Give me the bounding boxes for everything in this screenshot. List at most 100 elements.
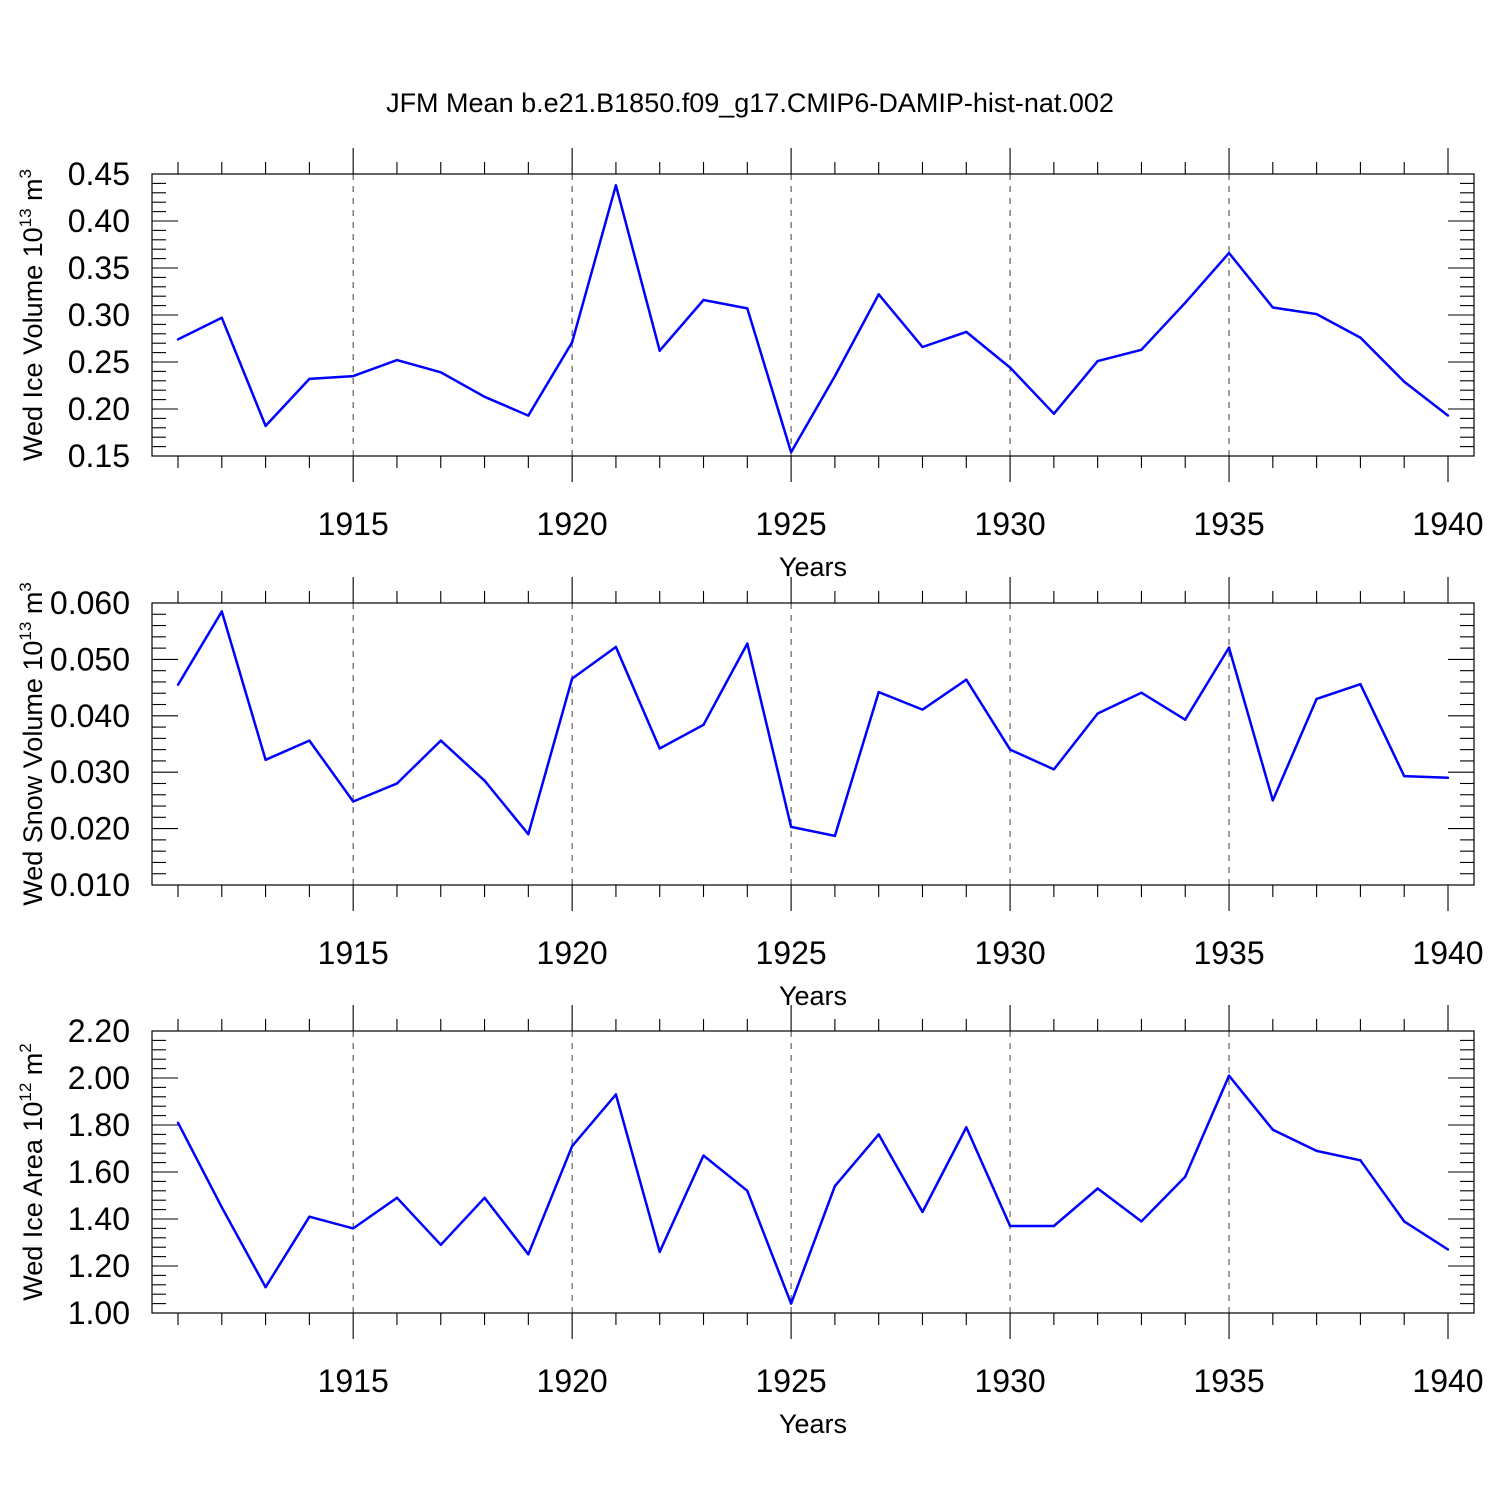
data-point bbox=[921, 708, 924, 711]
data-point bbox=[1271, 1128, 1275, 1131]
data-point bbox=[746, 1189, 749, 1193]
y-tick-label: 2.20 bbox=[68, 1013, 130, 1049]
data-point bbox=[308, 1215, 311, 1218]
data-point bbox=[1140, 691, 1143, 694]
data-point bbox=[264, 758, 267, 761]
data-point bbox=[614, 184, 618, 187]
data-point bbox=[1008, 366, 1012, 369]
y-tick-label: 0.040 bbox=[50, 698, 130, 734]
x-tick-label: 1930 bbox=[974, 506, 1045, 542]
data-point bbox=[1096, 712, 1099, 715]
series-line bbox=[176, 1074, 1449, 1305]
data-point bbox=[176, 683, 180, 686]
y-tick-label: 0.45 bbox=[68, 156, 130, 192]
data-point bbox=[702, 298, 705, 302]
y-tick-label: 0.30 bbox=[68, 297, 130, 333]
x-axis-label: Years bbox=[779, 981, 847, 1011]
data-point bbox=[527, 414, 530, 417]
data-point bbox=[1096, 1187, 1099, 1190]
data-point bbox=[658, 747, 661, 750]
data-point bbox=[1315, 697, 1318, 701]
data-point bbox=[965, 330, 968, 334]
chart-title: JFM Mean b.e21.B1850.f09_g17.CMIP6-DAMIP… bbox=[386, 88, 1114, 118]
y-tick-label: 0.030 bbox=[50, 754, 130, 790]
panels: 1915 1920 1925 1930 1935 1940 Years 0.15 0.20 0.2… bbox=[16, 148, 1484, 1439]
data-point bbox=[1315, 1149, 1318, 1153]
y-tick-label: 0.15 bbox=[68, 438, 130, 474]
data-point bbox=[264, 1285, 267, 1289]
data-point bbox=[1359, 683, 1362, 686]
data-point bbox=[1403, 380, 1406, 383]
y-tick-label: 1.60 bbox=[68, 1154, 130, 1190]
data-point bbox=[614, 1093, 618, 1096]
y-tick-label: 2.00 bbox=[68, 1060, 130, 1096]
y-axis-label-exponent: 13 bbox=[16, 622, 35, 641]
data-point bbox=[308, 377, 311, 381]
data-point bbox=[1008, 748, 1012, 751]
data-point bbox=[877, 690, 880, 694]
y-tick-label: 0.40 bbox=[68, 203, 130, 239]
y-axis-label-main: Wed Ice Volume 10 bbox=[18, 227, 48, 461]
plot-frame bbox=[151, 1030, 1475, 1314]
data-point bbox=[1140, 1220, 1143, 1223]
data-point bbox=[176, 1121, 180, 1124]
data-point bbox=[789, 451, 793, 454]
x-tick-label: 1935 bbox=[1193, 506, 1264, 542]
x-tick-label: 1920 bbox=[537, 935, 608, 971]
data-point bbox=[439, 371, 442, 374]
data-point bbox=[351, 1227, 355, 1230]
y-axis-label-unit: m bbox=[18, 1053, 48, 1083]
data-point bbox=[1271, 799, 1275, 802]
data-point bbox=[351, 374, 355, 378]
data-point bbox=[439, 1243, 442, 1247]
data-point bbox=[176, 338, 180, 341]
x-tick-label: 1925 bbox=[756, 506, 827, 542]
y-tick-label: 1.80 bbox=[68, 1107, 130, 1143]
data-point bbox=[658, 349, 661, 352]
data-point bbox=[1052, 412, 1056, 415]
y-tick-label: 1.00 bbox=[68, 1295, 130, 1331]
x-tick-label: 1915 bbox=[318, 935, 389, 971]
y-axis-label-exponent: 12 bbox=[16, 1083, 35, 1102]
panel-2: 1915 1920 1925 1930 1935 1940 Years 0.010 0.020 0… bbox=[16, 577, 1484, 1011]
data-point bbox=[1403, 1220, 1406, 1223]
data-point bbox=[1271, 306, 1275, 309]
x-tick-label: 1940 bbox=[1412, 506, 1483, 542]
data-point bbox=[527, 1253, 530, 1256]
data-point bbox=[1359, 336, 1362, 339]
x-tick-label: 1935 bbox=[1193, 1363, 1264, 1399]
data-point bbox=[483, 395, 486, 398]
data-point bbox=[220, 610, 223, 613]
x-tick-label: 1925 bbox=[756, 1363, 827, 1399]
x-tick-label: 1920 bbox=[537, 506, 608, 542]
data-point bbox=[395, 1196, 399, 1200]
data-point bbox=[483, 779, 486, 782]
data-point bbox=[746, 307, 749, 310]
y-axis-label-unit-exponent: 2 bbox=[16, 1043, 35, 1052]
x-tick-label: 1930 bbox=[974, 1363, 1045, 1399]
data-point bbox=[570, 677, 574, 680]
data-point bbox=[1052, 1224, 1056, 1228]
data-point bbox=[1446, 776, 1450, 780]
data-point bbox=[220, 316, 223, 320]
y-tick-label: 0.020 bbox=[50, 811, 130, 847]
x-tick-label: 1935 bbox=[1193, 935, 1264, 971]
data-point bbox=[1140, 348, 1143, 351]
data-point bbox=[1227, 251, 1231, 255]
data-point bbox=[439, 739, 442, 742]
y-tick-label: 0.35 bbox=[68, 250, 130, 286]
data-point bbox=[1403, 774, 1406, 778]
series-line bbox=[177, 184, 1449, 454]
y-axis-label-unit: m bbox=[18, 592, 48, 622]
y-tick-label: 1.20 bbox=[68, 1248, 130, 1284]
data-point bbox=[483, 1196, 486, 1200]
data-point bbox=[877, 293, 880, 296]
data-point bbox=[1184, 1175, 1187, 1178]
y-tick-label: 1.40 bbox=[68, 1201, 130, 1237]
data-point bbox=[308, 739, 311, 742]
x-tick-label: 1915 bbox=[318, 506, 389, 542]
data-point bbox=[833, 834, 837, 838]
data-point bbox=[1096, 359, 1099, 363]
data-point bbox=[351, 800, 355, 803]
